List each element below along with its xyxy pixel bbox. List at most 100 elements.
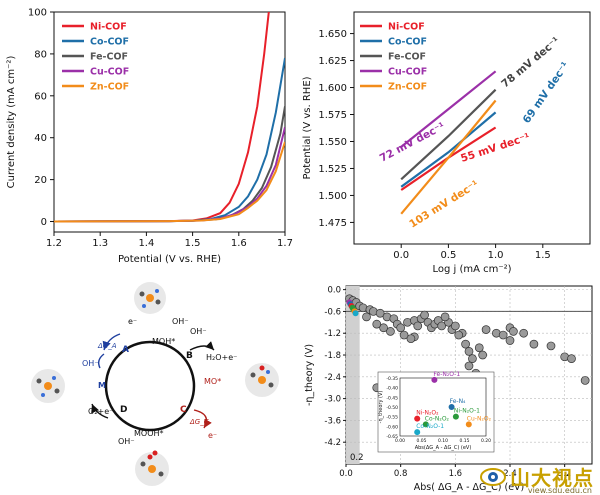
scatter-point — [509, 327, 518, 336]
inset-x-tick-label: 0.10 — [438, 438, 448, 444]
x-tick-label: 2.4 — [503, 469, 517, 479]
y-tick-label: 80 — [34, 49, 47, 60]
y-tick-label: -1.8 — [324, 351, 341, 361]
scatter-point — [464, 347, 474, 356]
inset-point-label: Cu-N₂O₂ — [467, 415, 492, 422]
tafel-chart: 0.0 0.5 1.0 1.5 1.475 1.500 1.525 1.550 1.575 1.6… — [300, 0, 600, 276]
scatter-point — [406, 334, 416, 344]
slope-annotation: 55 mV dec⁻¹ — [459, 131, 532, 165]
inset-point — [431, 376, 438, 383]
legend-label: Ni-COF — [388, 22, 425, 33]
scatter-point — [420, 310, 429, 320]
y-tick-label: -0.6 — [324, 307, 341, 317]
x-tick-label: 1.4 — [138, 238, 154, 249]
label-eminus-top: e⁻ — [128, 317, 137, 326]
scatter-point — [372, 319, 382, 329]
y-tick-label: -3.0 — [324, 395, 341, 405]
scatter-point — [546, 341, 556, 351]
y-tick-label: 1.525 — [318, 164, 347, 175]
label-A: A — [122, 345, 129, 355]
overpotential-scatter-chart: 0.0 0.8 1.6 2.4 3.2 0.0 -0.6 -1.2 -1.8 -2.4 -3.0 -3… — [300, 276, 600, 495]
label-oh-bottom: OH⁻ — [118, 437, 135, 446]
label-C: C — [180, 405, 187, 415]
x-axis-label: Log j (mA cm⁻²) — [432, 264, 511, 275]
molecule-top — [134, 282, 166, 314]
y-tick-label: 1.650 — [318, 29, 347, 40]
y-axis-label: Current density (mA cm⁻²) — [6, 56, 17, 189]
inset-y-tick-label: -0.35 — [386, 376, 398, 382]
scatter-point — [450, 321, 460, 331]
inset-x-axis-label: Abs(ΔG_A - ΔG_C) (eV) — [415, 445, 472, 451]
x-tick-label: 1.2 — [46, 238, 62, 249]
slope-annotation: 72 mV dec⁻¹ — [378, 120, 448, 165]
y-tick-label: -4.2 — [324, 438, 341, 448]
scatter-point — [481, 325, 491, 334]
label-o2-e: O₂+e⁻ — [88, 407, 113, 416]
scatter-point — [461, 339, 470, 349]
cycle-ring — [104, 340, 196, 432]
label-D: D — [120, 405, 127, 415]
scatter-point — [437, 321, 447, 331]
scatter-point — [468, 354, 477, 364]
inset-point — [414, 429, 421, 436]
scatter-point — [440, 312, 450, 322]
label-mooh: MOOH* — [134, 429, 164, 438]
inset-y-tick-label: -0.60 — [386, 424, 398, 430]
inset-y-tick-label: -0.40 — [386, 386, 398, 392]
label-moh: MOH* — [152, 337, 175, 346]
scatter-point — [362, 312, 371, 322]
inset-x-tick-label: 0.00 — [395, 438, 405, 444]
inset-point — [465, 421, 472, 428]
inset-plot-frame — [399, 377, 487, 437]
inset-point — [422, 421, 429, 428]
polarization-chart: 1.2 1.3 1.4 1.5 1.6 1.7 0 20 40 60 80 100 Potential … — [0, 0, 300, 276]
y-tick-label: 60 — [34, 91, 47, 102]
inset-x-tick-label: 0.15 — [459, 438, 469, 444]
inset-point — [452, 413, 459, 420]
label-M: M — [98, 381, 106, 390]
series-line-co-cof — [400, 111, 497, 188]
label-oh-left: OH⁻ — [82, 359, 99, 368]
highlight-band — [346, 286, 360, 464]
tafel-plot-svg: 0.0 0.5 1.0 1.5 1.475 1.500 1.525 1.550 1.575 1.6… — [302, 11, 591, 275]
legend-label: Co-COF — [90, 37, 129, 48]
y-tick-label: 1.475 — [318, 218, 347, 229]
corner-label: 0.2 — [350, 453, 364, 463]
scatter-point — [498, 330, 508, 340]
highlight-point — [352, 310, 359, 317]
inset-y-tick-label: -0.45 — [386, 395, 398, 401]
legend-label: Cu-COF — [90, 67, 129, 78]
inset-y-tick-label: -0.50 — [386, 405, 398, 411]
y-tick-label: -1.2 — [324, 329, 341, 339]
scatter-point — [529, 339, 539, 349]
scatter-point — [399, 330, 409, 340]
arrow-b — [189, 341, 215, 351]
scatter-point — [464, 361, 474, 371]
cycle-svg: e⁻ MOH* OH⁻ A ΔG_A OH⁻ M B H₂O+e⁻ MO* C … — [31, 282, 279, 486]
y-tick-label: 40 — [34, 133, 47, 144]
x-tick-label: 1.0 — [488, 250, 504, 261]
inset-point-label: Ni-N₂O₂ — [416, 410, 439, 417]
scatter-point — [396, 323, 406, 333]
molecule-left — [31, 369, 65, 403]
plot-frame — [53, 11, 286, 233]
inset-point — [414, 415, 421, 422]
series-line-zn-cof — [400, 99, 497, 215]
x-tick-label: 1.6 — [449, 469, 463, 479]
y-tick-label: 1.500 — [318, 191, 347, 202]
legend-label: Co-COF — [388, 37, 427, 48]
scatter-plot-svg: 0.0 0.8 1.6 2.4 3.2 0.0 -0.6 -1.2 -1.8 -2.4 -3.0 -3… — [304, 285, 593, 493]
inset-point-label: Fe-N₄ — [450, 398, 466, 405]
label-eminus-right: e⁻ — [208, 431, 217, 440]
x-tick-label: 3.2 — [558, 469, 572, 479]
y-tick-label: -2.4 — [324, 373, 341, 383]
x-tick-label: 0.0 — [393, 250, 409, 261]
scatter-point — [474, 343, 484, 353]
y-tick-label: 1.625 — [318, 56, 347, 67]
series-line-ni-cof — [54, 12, 270, 223]
y-tick-label: 20 — [34, 175, 47, 186]
x-axis-label: Abs( ΔG_A - ΔG_C) (eV) — [414, 482, 525, 493]
molecule-right — [245, 363, 279, 397]
slope-annotation: 103 mV dec⁻¹ — [407, 178, 481, 230]
scatter-point — [478, 350, 488, 360]
